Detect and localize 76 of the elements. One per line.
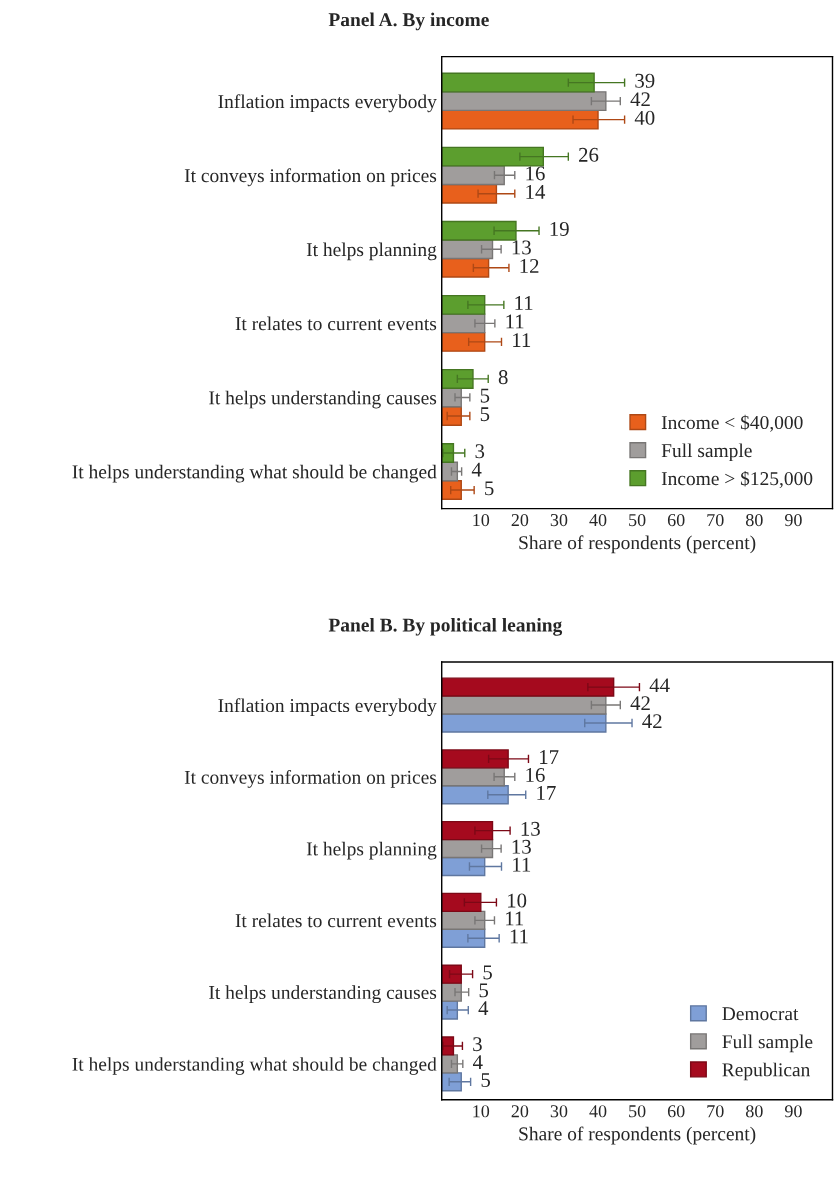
legend-label: Democrat [722, 1007, 799, 1021]
y-tick-label: It helps understanding causes [209, 985, 437, 1004]
data-label: 13 [512, 240, 531, 255]
y-tick-label: It helps planning [306, 242, 437, 261]
data-label: 42 [642, 714, 662, 728]
data-label: 13 [521, 821, 540, 836]
y-tick-label: It helps understanding causes [209, 390, 437, 409]
chart-title: Panel A. By income [328, 12, 489, 31]
data-label: 8 [498, 370, 508, 385]
data-label: 39 [635, 73, 655, 88]
x-tick-label: 80 [746, 513, 763, 527]
x-tick-label: 60 [667, 513, 685, 527]
y-tick-label: It relates to current events [235, 913, 437, 928]
y-tick-label: Inflation impacts everybody [218, 698, 437, 717]
legend-label: Income < $40,000 [661, 414, 803, 432]
y-tick-label: It helps planning [306, 841, 437, 860]
data-label: 17 [540, 750, 559, 764]
x-tick-label: 40 [589, 513, 607, 527]
data-label: 40 [634, 110, 655, 125]
data-label: 3 [473, 1037, 482, 1052]
y-tick-label: Inflation impacts everybody [218, 94, 437, 113]
data-label: 19 [550, 221, 569, 236]
y-tick-label: It helps understanding what should be changed [72, 464, 437, 483]
y-tick-label: It relates to current events [235, 316, 437, 331]
data-label: 12 [520, 259, 539, 273]
data-label: 26 [579, 147, 599, 162]
data-label: 11 [513, 333, 531, 347]
x-tick-label: 70 [707, 1105, 724, 1118]
data-label: 5 [479, 983, 489, 998]
x-tick-label: 30 [550, 1105, 568, 1118]
data-label: 10 [508, 893, 527, 908]
x-tick-label: 80 [746, 1105, 763, 1118]
data-label: 42 [630, 696, 650, 711]
y-tick-label: It helps understanding what should be changed [72, 1057, 437, 1075]
data-label: 42 [630, 92, 650, 107]
data-label: 16 [526, 768, 545, 783]
x-tick-label: 10 [473, 1105, 490, 1118]
data-label: 16 [526, 166, 545, 181]
y-tick-label: It conveys information on prices [184, 168, 437, 187]
legend-label: Republican [722, 1062, 811, 1081]
data-label: 5 [483, 965, 492, 980]
data-label: 5 [480, 407, 490, 422]
data-label: 4 [478, 1001, 489, 1016]
data-label: 5 [480, 388, 490, 403]
legend-label: Full sample [722, 1034, 813, 1053]
data-label: 11 [513, 857, 531, 872]
x-tick-label: 50 [629, 513, 646, 527]
x-tick-label: 90 [784, 513, 802, 527]
chart-title: Panel B. By political leaning [328, 617, 563, 636]
legend-label: Full sample [661, 443, 752, 462]
x-tick-label: 20 [511, 1105, 529, 1118]
x-axis-title: Share of respondents (percent) [519, 535, 756, 554]
x-tick-label: 40 [589, 1105, 607, 1118]
x-tick-label: 20 [511, 513, 529, 527]
x-tick-label: 30 [550, 513, 568, 527]
data-label: 17 [537, 786, 556, 800]
data-label: 11 [506, 911, 524, 926]
data-label: 14 [526, 184, 546, 199]
data-label: 11 [510, 929, 528, 944]
data-label: 44 [649, 678, 670, 693]
x-tick-label: 90 [784, 1105, 802, 1118]
x-tick-label: 50 [629, 1105, 646, 1118]
data-label: 4 [472, 1055, 483, 1069]
data-label: 11 [506, 314, 524, 329]
x-tick-label: 10 [473, 513, 490, 527]
legend-label: Income > $125,000 [661, 470, 813, 488]
x-tick-label: 70 [707, 513, 724, 527]
data-label: 5 [485, 481, 494, 496]
x-tick-label: 60 [667, 1105, 685, 1118]
data-label: 3 [475, 444, 485, 459]
x-axis-title: Share of respondents (percent) [519, 1126, 756, 1145]
data-label: 5 [481, 1073, 491, 1088]
data-label: 13 [512, 839, 531, 854]
y-tick-label: It conveys information on prices [184, 769, 437, 788]
data-label: 4 [471, 462, 482, 477]
data-label: 11 [515, 296, 533, 310]
